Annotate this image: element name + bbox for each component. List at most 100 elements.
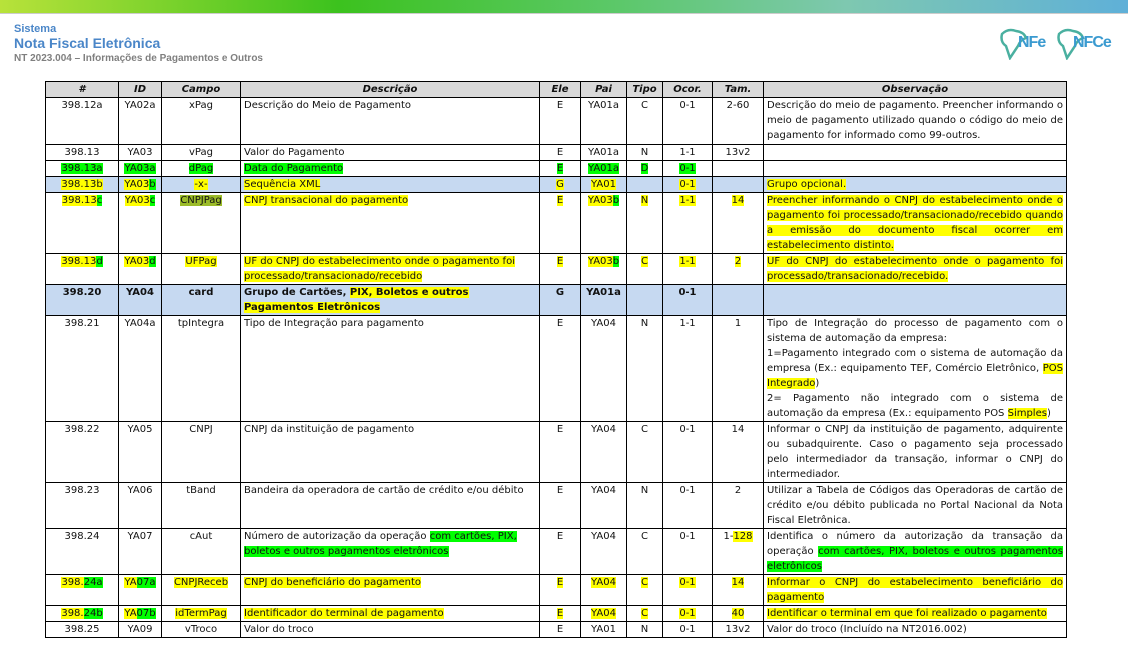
cell-id: YA07a (118, 574, 162, 606)
highlighted-text: 0-1 (679, 163, 696, 174)
highlighted-text: D (640, 163, 649, 174)
system-label: Sistema (14, 23, 57, 35)
cell-campo: card (161, 284, 241, 316)
cell-id: YA03c (118, 192, 162, 254)
highlighted-text: Data do Pagamento (244, 163, 344, 174)
cell-ocor: 1-1 (662, 315, 713, 422)
table-row: 398.13c YA03c CNPJPag CNPJ transacional do … (45, 192, 1067, 254)
cell-number: 398.25 (45, 621, 119, 638)
highlighted-text: CNPJ transacional do pagamento (244, 195, 409, 206)
highlighted-text: idTermPag (175, 608, 227, 619)
text: Número de autorização da operação (244, 531, 430, 542)
cell-tam: 13v2 (712, 621, 764, 638)
cell-tipo: C (626, 528, 663, 575)
cell-pai: YA01a (580, 160, 627, 177)
highlighted-text: 398. (61, 608, 84, 619)
cell-tam: 2-60 (712, 97, 764, 145)
cell-number: 398.24b (45, 605, 119, 622)
cell-tipo: N (626, 482, 663, 529)
highlighted-text: -x- (194, 179, 208, 190)
cell-ocor: 0-1 (662, 605, 713, 622)
cell-campo: vPag (161, 144, 241, 161)
col-header-descricao: Descrição (240, 81, 540, 98)
cell-ocor: 0-1 (662, 574, 713, 606)
table-row: 398.13a YA03a dPag Data do Pagamento E YA01a D… (45, 160, 1067, 177)
highlighted-text: d (96, 256, 103, 267)
cell-number: 398.12a (45, 97, 119, 145)
highlighted-text: YA03 (124, 179, 150, 190)
cell-ocor: 0-1 (662, 160, 713, 177)
cell-tipo: N (626, 192, 663, 254)
highlighted-text: YA03 (124, 195, 150, 206)
cell-ocor: 1-1 (662, 253, 713, 285)
highlighted-text: d (149, 256, 156, 267)
cell-ocor: 0-1 (662, 528, 713, 575)
cell-id: YA03d (118, 253, 162, 285)
highlighted-text: CNPJPag (180, 195, 222, 206)
cell-descricao: Número de autorização da operação com ca… (240, 528, 540, 575)
cell-descricao: CNPJ transacional do pagamento (240, 192, 540, 254)
cell-pai: YA01a (580, 284, 627, 316)
cell-tipo (626, 284, 663, 316)
text: ) 2= Pagamento não integrado com o siste… (767, 378, 1063, 419)
cell-tam (712, 176, 764, 193)
cell-number: 398.13 (45, 144, 119, 161)
highlighted-text: 1-1 (679, 256, 696, 267)
cell-number: 398.24 (45, 528, 119, 575)
cell-tipo: C (626, 97, 663, 145)
cell-tam: 40 (712, 605, 764, 622)
table-header-row: # ID Campo Descrição Ele Pai Tipo Ocor. … (45, 81, 1067, 98)
cell-descricao: Grupo de Cartões, PIX, Boletos e outros … (240, 284, 540, 316)
cell-ele: E (539, 528, 581, 575)
cell-descricao: Bandeira da operadora de cartão de crédi… (240, 482, 540, 529)
cell-tam: 1-128 (712, 528, 764, 575)
cell-ele: E (539, 97, 581, 145)
highlighted-text: E (556, 608, 564, 619)
highlighted-text: C (641, 256, 648, 267)
cell-tam: 1 (712, 315, 764, 422)
highlighted-text: E (556, 577, 564, 588)
col-header-ele: Ele (539, 81, 581, 98)
highlighted-text: 398.13 (61, 195, 97, 206)
cell-campo: idTermPag (161, 605, 241, 622)
highlighted-text: N (640, 195, 649, 206)
cell-pai: YA04 (580, 421, 627, 483)
highlighted-text: Informar o CNPJ do estabelecimento benef… (767, 577, 1063, 603)
cell-observacao: Identifica o número da autorização da tr… (763, 528, 1067, 575)
highlighted-text: 14 (731, 577, 745, 588)
cell-number: 398.13c (45, 192, 119, 254)
cell-observacao: Utilizar a Tabela de Códigos das Operado… (763, 482, 1067, 529)
cell-campo: xPag (161, 97, 241, 145)
cell-id: YA02a (118, 97, 162, 145)
cell-observacao (763, 144, 1067, 161)
cell-pai: YA01a (580, 97, 627, 145)
highlighted-text: UF do CNPJ do estabelecimento onde o pag… (244, 256, 515, 282)
cell-ele: E (539, 192, 581, 254)
highlighted-text: 0-1 (679, 608, 696, 619)
top-color-bar (0, 0, 1128, 14)
highlighted-text: YA04 (591, 577, 616, 588)
cell-observacao: Grupo opcional. (763, 176, 1067, 193)
highlighted-text: 0-1 (679, 577, 696, 588)
cell-number: 398.22 (45, 421, 119, 483)
highlighted-text: 398.13b (61, 179, 103, 190)
cell-ele: E (539, 421, 581, 483)
cell-descricao: Descrição do Meio de Pagamento (240, 97, 540, 145)
highlighted-text: YA03 (587, 256, 613, 267)
cell-number: 398.13d (45, 253, 119, 285)
highlighted-text: 40 (731, 608, 745, 619)
highlighted-text: 1-1 (679, 195, 696, 206)
cell-observacao: Identificar o terminal em que foi realiz… (763, 605, 1067, 622)
highlighted-text: b (149, 179, 156, 190)
cell-tipo (626, 176, 663, 193)
highlighted-text: C (641, 608, 648, 619)
table-row: 398.21 YA04a tpIntegra Tipo de Integração p… (45, 315, 1067, 422)
cell-tipo: N (626, 144, 663, 161)
cell-number: 398.13b (45, 176, 119, 193)
cell-pai: YA04 (580, 574, 627, 606)
cell-tam (712, 284, 764, 316)
cell-pai: YA03b (580, 192, 627, 254)
cell-id: YA07 (118, 528, 162, 575)
cell-id: YA09 (118, 621, 162, 638)
table-row: 398.23 YA06 tBand Bandeira da operadora de … (45, 482, 1067, 529)
